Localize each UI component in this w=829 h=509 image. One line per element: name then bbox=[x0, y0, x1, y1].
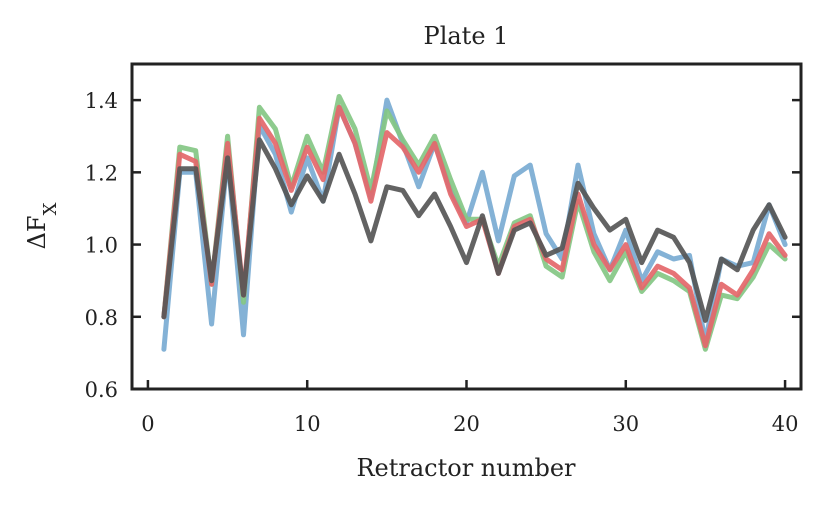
y-tick-label: 1.4 bbox=[85, 89, 118, 113]
axis-ticks: 0 10 20 30 40 0.6 0.8 1.0 1.2 1.4 bbox=[85, 89, 801, 436]
y-tick-label: 1.0 bbox=[85, 234, 118, 258]
x-tick-label: 20 bbox=[453, 412, 480, 436]
series-line-blue bbox=[161, 97, 788, 352]
series-line-red bbox=[161, 104, 788, 349]
y-tick-label: 0.6 bbox=[85, 378, 118, 402]
series-line-dark-gray bbox=[161, 137, 788, 323]
y-tick-label: 1.2 bbox=[85, 161, 118, 185]
chart-title: Plate 1 bbox=[424, 22, 509, 50]
series-line-green bbox=[161, 94, 788, 352]
x-tick-label: 0 bbox=[141, 412, 154, 436]
y-axis-label: ΔFX bbox=[23, 202, 61, 249]
x-tick-label: 10 bbox=[294, 412, 321, 436]
plot-frame bbox=[130, 62, 803, 391]
x-tick-label: 40 bbox=[772, 412, 799, 436]
x-axis-label: Retractor number bbox=[356, 454, 576, 482]
y-tick-label: 0.8 bbox=[85, 306, 118, 330]
x-tick-label: 30 bbox=[612, 412, 639, 436]
y-axis-label-subscript: X bbox=[40, 202, 61, 215]
series-layer bbox=[161, 94, 788, 352]
y-axis-label-main: ΔF bbox=[23, 215, 51, 249]
